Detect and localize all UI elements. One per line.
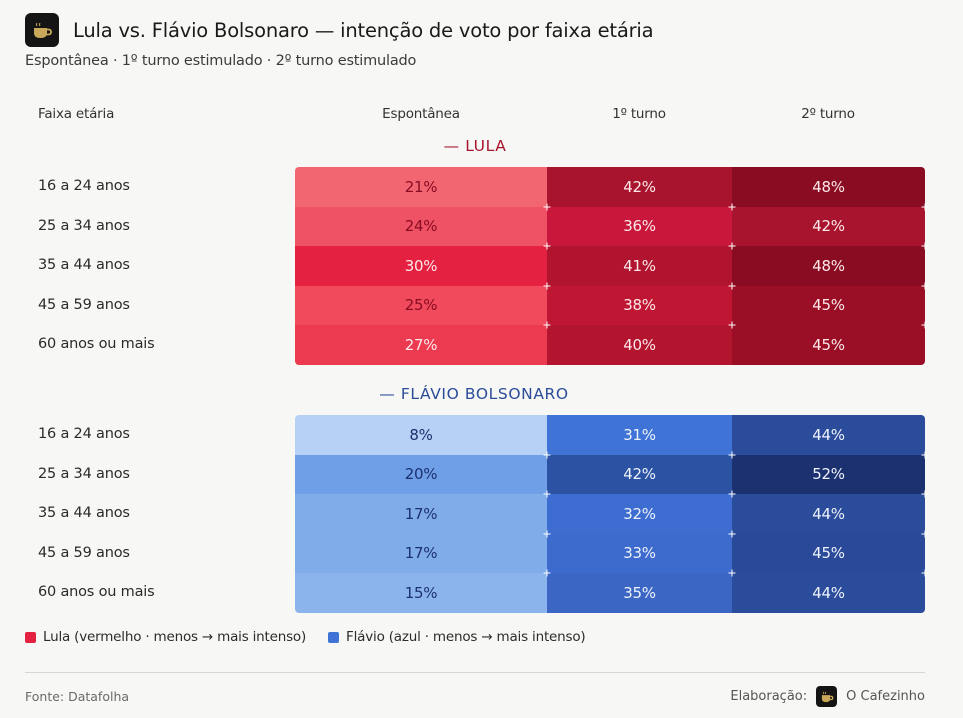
grid-marker [728,282,736,289]
grid-marker [921,242,929,250]
legend-item-flavio: Flávio (azul · menos → mais intenso) [328,629,586,645]
row-label: 60 anos ou mais [38,336,155,352]
legend-label-lula: Lula (vermelho · menos → mais intenso) [43,629,307,645]
heatmap-cell: 21% [295,167,547,207]
heatmap-cell: 32% [547,494,732,534]
chart-header: Lula vs. Flávio Bolsonaro — intenção de … [25,13,654,47]
grid-marker [921,451,929,458]
heatmap-cell: 30% [295,246,547,286]
heatmap-cell: 42% [547,167,732,207]
footer-divider [25,672,925,673]
row-label: 16 a 24 anos [38,426,130,442]
column-header-2o-turno: 2º turno [801,106,855,122]
row-label: 45 a 59 anos [38,544,130,561]
heatmap-cell: 48% [732,167,925,207]
coffee-cup-icon [25,13,59,47]
section-title-lula: — LULA [443,137,507,155]
heatmap-cell: 17% [295,494,547,534]
coffee-cup-icon [816,686,838,707]
heatmap-cell: 42% [732,206,925,246]
heatmap-cell: 35% [547,573,732,613]
grid-marker [728,242,736,250]
grid-marker [728,451,736,458]
grid-marker [728,490,736,498]
column-header-age: Faixa etária [38,106,115,122]
legend-swatch-lula [25,631,36,643]
section-title-flavio: — FLÁVIO BOLSONARO [379,385,569,403]
heatmap-cell: 44% [732,573,925,613]
heatmap-cell: 48% [732,246,925,286]
grid-marker [728,530,736,537]
legend-swatch-flavio [328,631,340,643]
heatmap-cell: 27% [295,325,547,365]
grid-marker [543,490,551,498]
heatmap-cell: 44% [732,494,925,534]
grid-marker [543,203,551,210]
grid-marker [921,282,929,289]
heatmap-cell: 17% [295,533,547,573]
grid-marker [921,530,929,537]
credit: Elaboração: O Cafezinho [730,686,925,707]
chart-subtitle: Espontânea · 1º turno estimulado · 2º tu… [25,53,417,69]
credit-label: Elaboração: [730,689,808,704]
heatmap-cell: 38% [547,285,732,325]
heatmap-cell: 42% [547,454,732,494]
row-label: 25 a 34 anos [38,465,130,482]
heatmap-cell: 24% [295,206,547,246]
heatmap-cell: 36% [547,206,732,246]
legend-item-lula: Lula (vermelho · menos → mais intenso) [25,629,306,645]
grid-marker [921,569,929,577]
heatmap-cell: 41% [547,246,732,286]
row-label: 45 a 59 anos [38,296,130,313]
heatmap-cell: 25% [295,285,547,325]
grid-marker [728,203,736,210]
credit-name: O Cafezinho [846,689,925,704]
heatmap-cell: 33% [547,533,732,573]
grid-marker [728,569,736,577]
column-header-1o-turno: 1º turno [612,106,666,122]
heatmap-cell: 52% [732,454,925,494]
legend: Lula (vermelho · menos → mais intenso) F… [25,629,607,645]
heatmap-cell: 45% [732,285,925,325]
row-label: 35 a 44 anos [38,257,130,273]
grid-marker [543,282,551,289]
grid-marker [543,569,551,577]
chart-title: Lula vs. Flávio Bolsonaro — intenção de … [73,18,654,42]
row-label: 60 anos ou mais [38,584,155,600]
heatmap-cell: 15% [295,573,547,613]
heatmap-cell: 31% [547,415,732,455]
grid-marker [921,490,929,498]
heatmap-cell: 20% [295,454,547,494]
heatmap-cell: 8% [295,415,547,455]
grid-marker [921,321,929,329]
heatmap-cell: 45% [732,533,925,573]
grid-marker [543,530,551,537]
column-header-espontanea: Espontânea [382,106,460,122]
row-label: 25 a 34 anos [38,217,130,234]
grid-marker [543,321,551,329]
heatmap-cell: 44% [732,415,925,455]
source-note: Fonte: Datafolha [25,689,130,704]
grid-marker [543,451,551,458]
heatmap-cell: 40% [547,325,732,365]
row-label: 35 a 44 anos [38,505,130,521]
row-label: 16 a 24 anos [38,178,130,194]
legend-label-flavio: Flávio (azul · menos → mais intenso) [346,629,586,645]
grid-marker [921,203,929,210]
heatmap-cell: 45% [732,325,925,365]
grid-marker [728,321,736,329]
grid-marker [543,242,551,250]
